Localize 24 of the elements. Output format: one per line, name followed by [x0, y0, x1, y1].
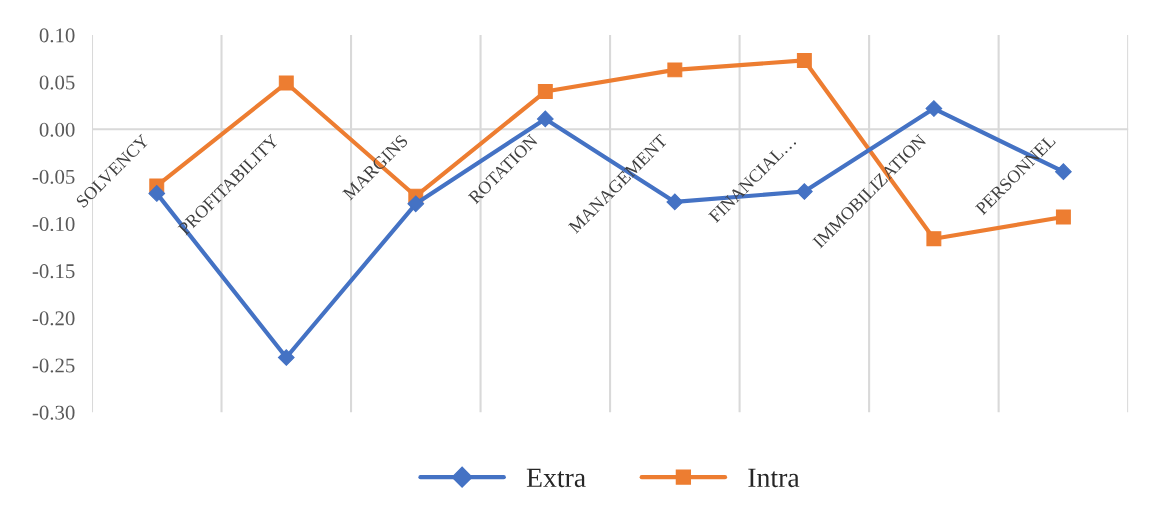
y-tick-label: -0.15: [32, 264, 75, 279]
point: [536, 110, 554, 128]
y-tick-label: -0.20: [32, 311, 75, 326]
point: [796, 52, 812, 68]
point: [667, 62, 683, 78]
y-tick-label: -0.05: [32, 169, 75, 184]
y-tick-label: -0.10: [32, 216, 75, 232]
legend-label: Extra: [526, 468, 586, 488]
point: [148, 185, 166, 202]
point: [277, 349, 295, 366]
y-tick-label: -0.30: [32, 405, 75, 420]
y-tick-label: 0.10: [39, 28, 75, 43]
point: [925, 100, 943, 117]
point: [537, 84, 553, 100]
point: [1055, 163, 1072, 181]
point: [926, 231, 942, 247]
point: [278, 75, 294, 91]
point: [1055, 209, 1071, 225]
y-tick-label: 0.05: [39, 75, 75, 90]
point: [407, 195, 425, 213]
point: [666, 193, 684, 211]
legend-label: Intra: [748, 468, 800, 488]
y-tick-label: -0.25: [32, 358, 75, 373]
y-tick-label: 0.00: [39, 122, 75, 137]
